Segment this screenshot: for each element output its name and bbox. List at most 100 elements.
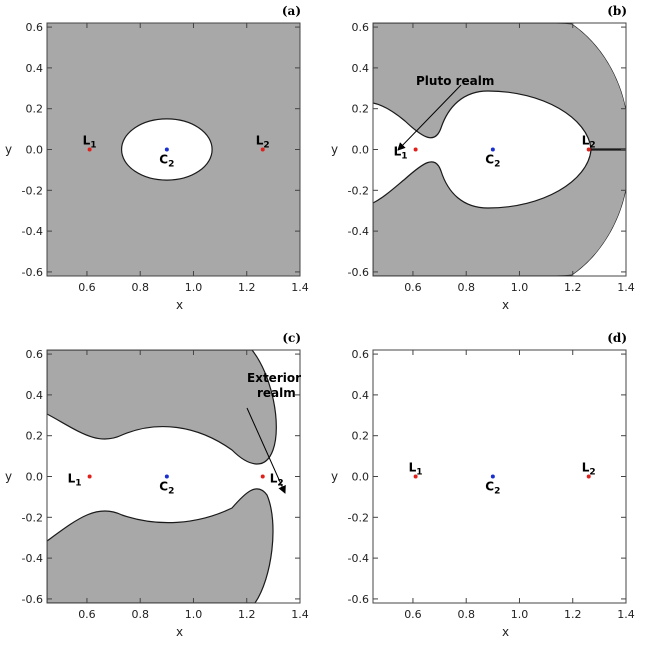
zero-velocity-curve — [120, 118, 213, 181]
x-tick-label: 1.0 — [185, 608, 203, 621]
point-label-l1: L1 — [409, 461, 423, 478]
y-tick-label: 0.0 — [352, 471, 370, 484]
y-tick-label: 0.2 — [26, 430, 44, 443]
point-l2 — [260, 474, 265, 479]
point-l2 — [586, 147, 591, 152]
annotation-text: Exterior realm — [247, 371, 301, 400]
x-tick-label: 1.4 — [617, 281, 635, 294]
x-tick-label: 0.6 — [404, 281, 422, 294]
point-label-c2: C2 — [159, 480, 174, 497]
x-tick-label: 0.6 — [78, 608, 96, 621]
point-label-c2: C2 — [159, 153, 174, 170]
panel-a: 0.6 0.8 1.0 1.2 1.4 0.6 0.4 0.2 0.0 -0.2 -0.4 -0.6 x… — [5, 4, 309, 312]
point-label-c2: C2 — [485, 480, 500, 497]
forbidden-region-upper — [373, 23, 626, 150]
y-tick-label: -0.4 — [348, 552, 369, 565]
y-tick-label: 0.0 — [26, 471, 44, 484]
point-l1 — [87, 147, 92, 152]
y-tick-label: 0.6 — [352, 21, 370, 34]
point-l1 — [413, 474, 418, 479]
x-tick-label: 1.4 — [291, 281, 309, 294]
point-c2 — [490, 474, 495, 479]
point-l2 — [260, 147, 265, 152]
forbidden-region — [47, 23, 300, 276]
exterior-region-lower — [571, 156, 626, 276]
panel-c: 0.6 0.8 1.0 1.2 1.4 0.6 0.4 0.2 0.0 -0.2 -0.4 -0.6 x… — [5, 331, 309, 639]
y-tick-label: -0.4 — [22, 552, 43, 565]
y-tick-label: 0.0 — [26, 144, 44, 157]
x-axis-label: x — [502, 298, 509, 312]
exterior-region-upper — [571, 23, 626, 143]
y-tick-label: 0.2 — [352, 430, 370, 443]
y-tick-label: -0.4 — [22, 225, 43, 238]
x-tick-label: 0.8 — [131, 281, 149, 294]
x-axis-label: x — [502, 625, 509, 639]
x-tick-label: 0.8 — [457, 281, 475, 294]
x-tick-label: 1.0 — [511, 281, 529, 294]
x-tick-label: 1.2 — [238, 281, 256, 294]
y-tick-label: -0.2 — [22, 511, 43, 524]
y-tick-label: -0.2 — [348, 511, 369, 524]
panel-label: (c) — [282, 331, 301, 345]
point-label-l1: L1 — [68, 472, 82, 489]
x-tick-label: 1.2 — [564, 281, 582, 294]
outer-boundary-upper — [570, 23, 626, 143]
y-tick-label: -0.2 — [348, 184, 369, 197]
x-tick-label: 1.0 — [185, 281, 203, 294]
y-tick-label: 0.4 — [352, 62, 370, 75]
y-axis-label: y — [331, 470, 338, 484]
y-tick-label: 0.4 — [352, 389, 370, 402]
y-tick-label: 0.2 — [26, 103, 44, 116]
x-tick-label: 0.6 — [78, 281, 96, 294]
x-tick-label: 0.6 — [404, 608, 422, 621]
y-tick-label: -0.6 — [348, 593, 369, 606]
panel-d: 0.6 0.8 1.0 1.2 1.4 0.6 0.4 0.2 0.0 -0.2 -0.4 -0.6 x… — [331, 331, 635, 639]
y-tick-label: 0.6 — [26, 348, 44, 361]
x-tick-label: 1.4 — [617, 608, 635, 621]
y-axis-label: y — [5, 143, 12, 157]
annotation-arrow — [397, 84, 462, 151]
y-tick-label: -0.6 — [348, 266, 369, 279]
plot-area — [373, 23, 626, 276]
x-axis-label: x — [176, 625, 183, 639]
x-tick-label: 1.2 — [564, 608, 582, 621]
x-tick-label: 1.2 — [238, 608, 256, 621]
y-tick-label: -0.6 — [22, 593, 43, 606]
x-tick-label: 1.0 — [511, 608, 529, 621]
outer-boundary-lower — [570, 156, 626, 276]
y-tick-label: -0.4 — [348, 225, 369, 238]
x-axis-label: x — [176, 298, 183, 312]
panel-label: (d) — [607, 331, 627, 345]
point-c2 — [164, 474, 169, 479]
y-axis-label: y — [5, 470, 12, 484]
point-label-c2: C2 — [485, 153, 500, 170]
y-tick-label: 0.4 — [26, 389, 44, 402]
y-tick-label: -0.6 — [22, 266, 43, 279]
annotation-text: Pluto realm — [416, 74, 494, 88]
y-tick-label: 0.6 — [26, 21, 44, 34]
panel-label: (b) — [607, 4, 627, 18]
x-tick-label: 1.4 — [291, 608, 309, 621]
point-c2 — [490, 147, 495, 152]
point-l2 — [586, 474, 591, 479]
y-tick-label: 0.6 — [352, 348, 370, 361]
point-l1 — [87, 474, 92, 479]
panel-label: (a) — [282, 4, 301, 18]
y-tick-label: -0.2 — [22, 184, 43, 197]
point-l1 — [413, 147, 418, 152]
plot-area — [47, 23, 300, 276]
x-tick-label: 0.8 — [131, 608, 149, 621]
plot-area — [47, 350, 277, 603]
annotation-arrow — [246, 407, 286, 494]
forbidden-region-lower — [47, 488, 274, 603]
point-label-l2: L2 — [582, 461, 596, 478]
y-tick-label: 0.0 — [352, 144, 370, 157]
x-tick-label: 0.8 — [457, 608, 475, 621]
y-tick-label: 0.4 — [26, 62, 44, 75]
y-axis-label: y — [331, 143, 338, 157]
forbidden-region-lower — [373, 149, 626, 276]
y-tick-label: 0.2 — [352, 103, 370, 116]
forbidden-region-upper — [47, 350, 277, 465]
panel-b: 0.6 0.8 1.0 1.2 1.4 0.6 0.4 0.2 0.0 -0.2 -0.4 -0.6 x… — [331, 4, 635, 312]
